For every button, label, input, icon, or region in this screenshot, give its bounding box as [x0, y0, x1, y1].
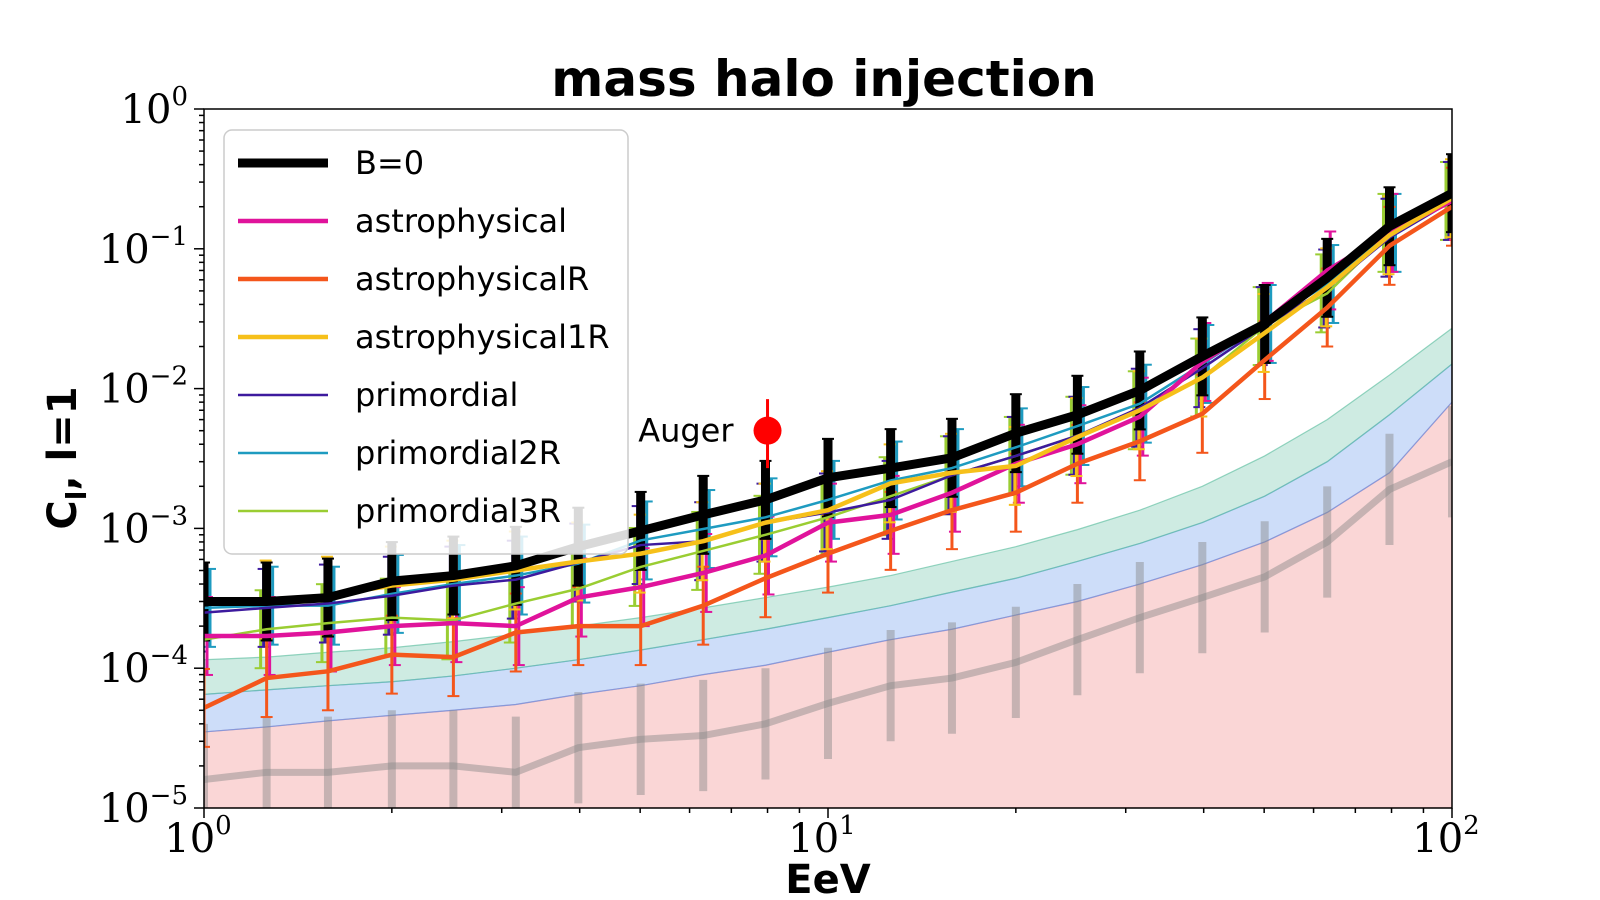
legend-label-b-0: B=0 [355, 144, 424, 182]
series-line-astrophysicalr [204, 204, 1452, 710]
reference-grey-line [204, 458, 1452, 783]
plot-area: Auger [204, 153, 1452, 808]
x-axis-ticks: 100 101 102 [164, 808, 1480, 862]
x-tick-label: 102 [1412, 811, 1479, 862]
y-tick-label: 10−5 [99, 781, 188, 832]
y-axis-ticks: 100 10−1 10−2 10−3 10−4 10−5 [99, 82, 204, 832]
y-axis-label-suffix: , l=1 [40, 386, 86, 490]
series-line-b-0 [204, 189, 1452, 606]
y-tick-label: 10−4 [99, 641, 188, 692]
legend-label-astrophysicalr: astrophysicalR [355, 260, 589, 298]
auger-point [753, 416, 782, 445]
auger-label: Auger [638, 412, 734, 450]
y-tick-label: 10−3 [99, 501, 188, 552]
legend-label-primordial: primordial [355, 376, 518, 414]
legend-label-astrophysical: astrophysical [355, 202, 567, 240]
legend-box [223, 129, 629, 555]
y-tick-label: 10−2 [99, 362, 188, 413]
y-tick-label: 100 [121, 82, 188, 133]
legend: B=0 astrophysical astrophysicalR astrophysi… [223, 129, 629, 555]
y-tick-label: 10−1 [99, 222, 188, 273]
plot-content [204, 153, 1452, 808]
y-axis-label-main: C [40, 500, 86, 529]
y-axis-label-sub: l [60, 491, 93, 501]
y-axis-label: Cl, l=1 [40, 386, 93, 529]
chart-title: mass halo injection [551, 50, 1096, 108]
x-tick-label: 101 [788, 811, 855, 862]
x-tick-label: 100 [164, 811, 231, 862]
legend-label-primordial3r: primordial3R [355, 492, 561, 530]
series-line-primordial3r [204, 199, 1452, 641]
legend-label-primordial2r: primordial2R [355, 434, 561, 472]
x-axis-label: EeV [785, 857, 870, 900]
svg-text:Cl, l=1: Cl, l=1 [40, 386, 93, 529]
legend-label-astrophysical1r: astrophysical1R [355, 318, 610, 356]
